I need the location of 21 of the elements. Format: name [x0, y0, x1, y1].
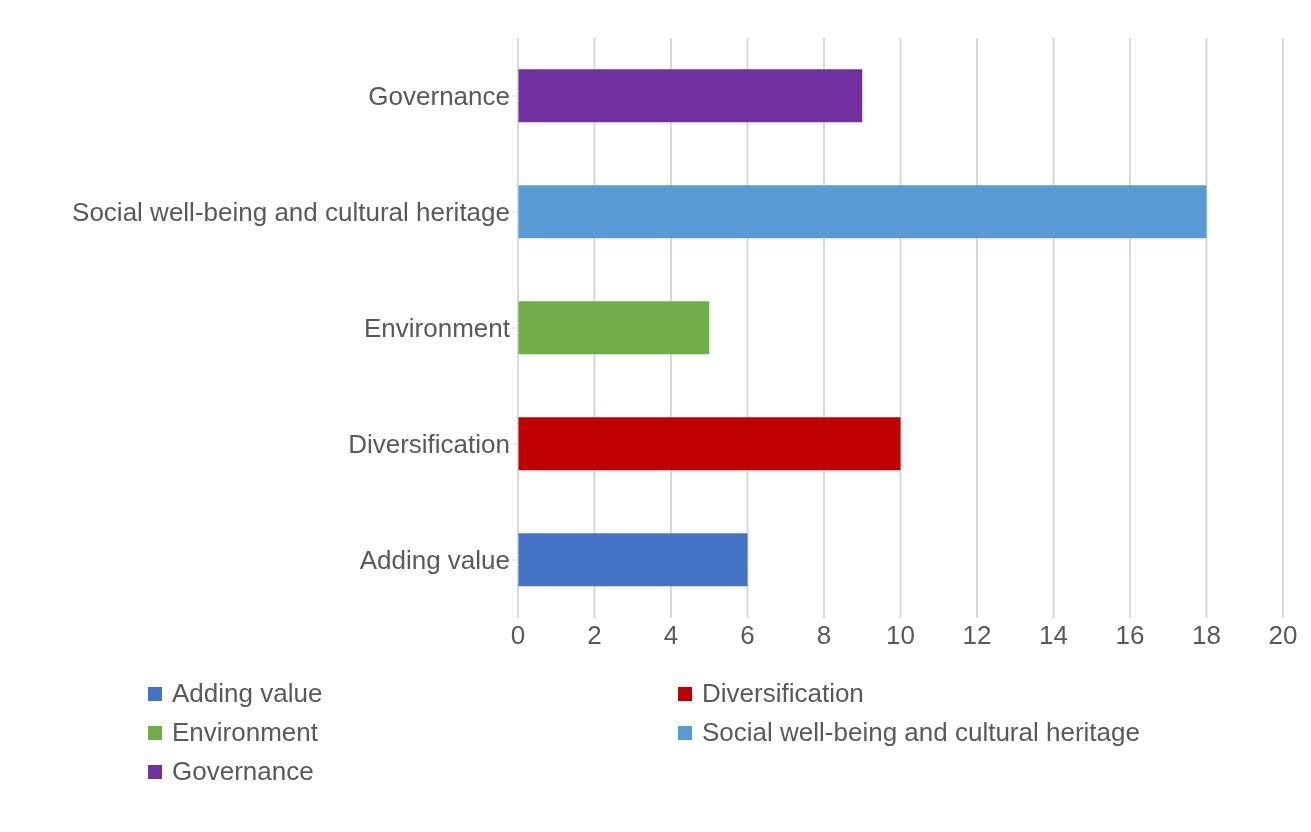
legend-label: Diversification: [702, 678, 864, 709]
y-tick-label: Environment: [364, 313, 511, 344]
x-tick-label: 20: [1268, 620, 1298, 651]
x-tick-label: 10: [886, 620, 915, 651]
x-tick-label: 2: [587, 620, 602, 651]
legend-label: Social well-being and cultural heritage: [702, 717, 1140, 748]
legend-label: Environment: [172, 717, 318, 748]
x-tick-label: 8: [816, 620, 832, 651]
y-tick-label: Adding value: [359, 545, 510, 576]
y-tick-label: Social well-being and cultural heritage: [72, 197, 510, 228]
y-tick-label: Diversification: [348, 429, 510, 460]
x-tick-label: 6: [740, 620, 755, 651]
legend-label: Governance: [172, 756, 314, 787]
x-tick-label: 16: [1115, 620, 1145, 651]
y-tick-label: Governance: [368, 81, 510, 112]
x-tick-label: 4: [663, 620, 679, 651]
x-tick-label: 0: [510, 620, 526, 651]
legend-label: Adding value: [172, 678, 323, 709]
x-tick-label: 12: [962, 620, 992, 651]
x-tick-label: 18: [1192, 620, 1221, 651]
x-tick-label: 14: [1039, 620, 1068, 651]
